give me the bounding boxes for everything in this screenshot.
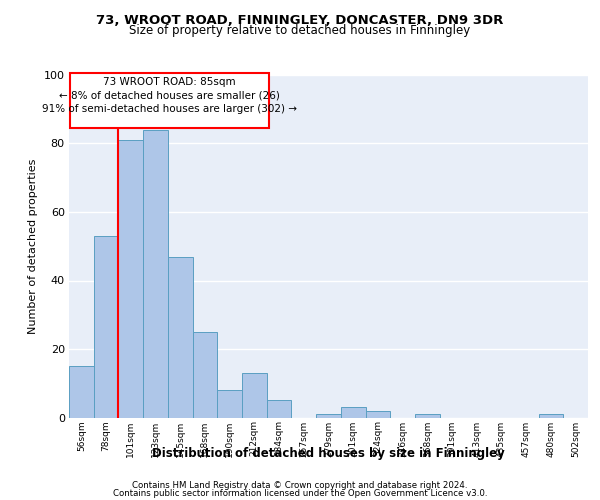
Text: Distribution of detached houses by size in Finningley: Distribution of detached houses by size … <box>152 448 505 460</box>
Bar <box>143 130 168 418</box>
Y-axis label: Number of detached properties: Number of detached properties <box>28 158 38 334</box>
Bar <box>415 414 440 418</box>
Text: Contains public sector information licensed under the Open Government Licence v3: Contains public sector information licen… <box>113 489 487 498</box>
Bar <box>217 390 242 417</box>
Bar <box>69 366 94 418</box>
Text: Contains HM Land Registry data © Crown copyright and database right 2024.: Contains HM Land Registry data © Crown c… <box>132 481 468 490</box>
Bar <box>168 256 193 418</box>
Text: 91% of semi-detached houses are larger (302) →: 91% of semi-detached houses are larger (… <box>42 104 297 114</box>
Text: ← 8% of detached houses are smaller (26): ← 8% of detached houses are smaller (26) <box>59 90 280 101</box>
Text: 73 WROOT ROAD: 85sqm: 73 WROOT ROAD: 85sqm <box>103 76 236 86</box>
FancyBboxPatch shape <box>70 74 269 128</box>
Bar <box>316 414 341 418</box>
Bar <box>242 373 267 418</box>
Bar <box>365 410 390 418</box>
Text: Size of property relative to detached houses in Finningley: Size of property relative to detached ho… <box>130 24 470 37</box>
Bar <box>193 332 217 418</box>
Bar <box>118 140 143 417</box>
Bar <box>539 414 563 418</box>
Bar <box>341 407 365 418</box>
Text: 73, WROOT ROAD, FINNINGLEY, DONCASTER, DN9 3DR: 73, WROOT ROAD, FINNINGLEY, DONCASTER, D… <box>97 14 503 27</box>
Bar <box>267 400 292 417</box>
Bar <box>94 236 118 418</box>
